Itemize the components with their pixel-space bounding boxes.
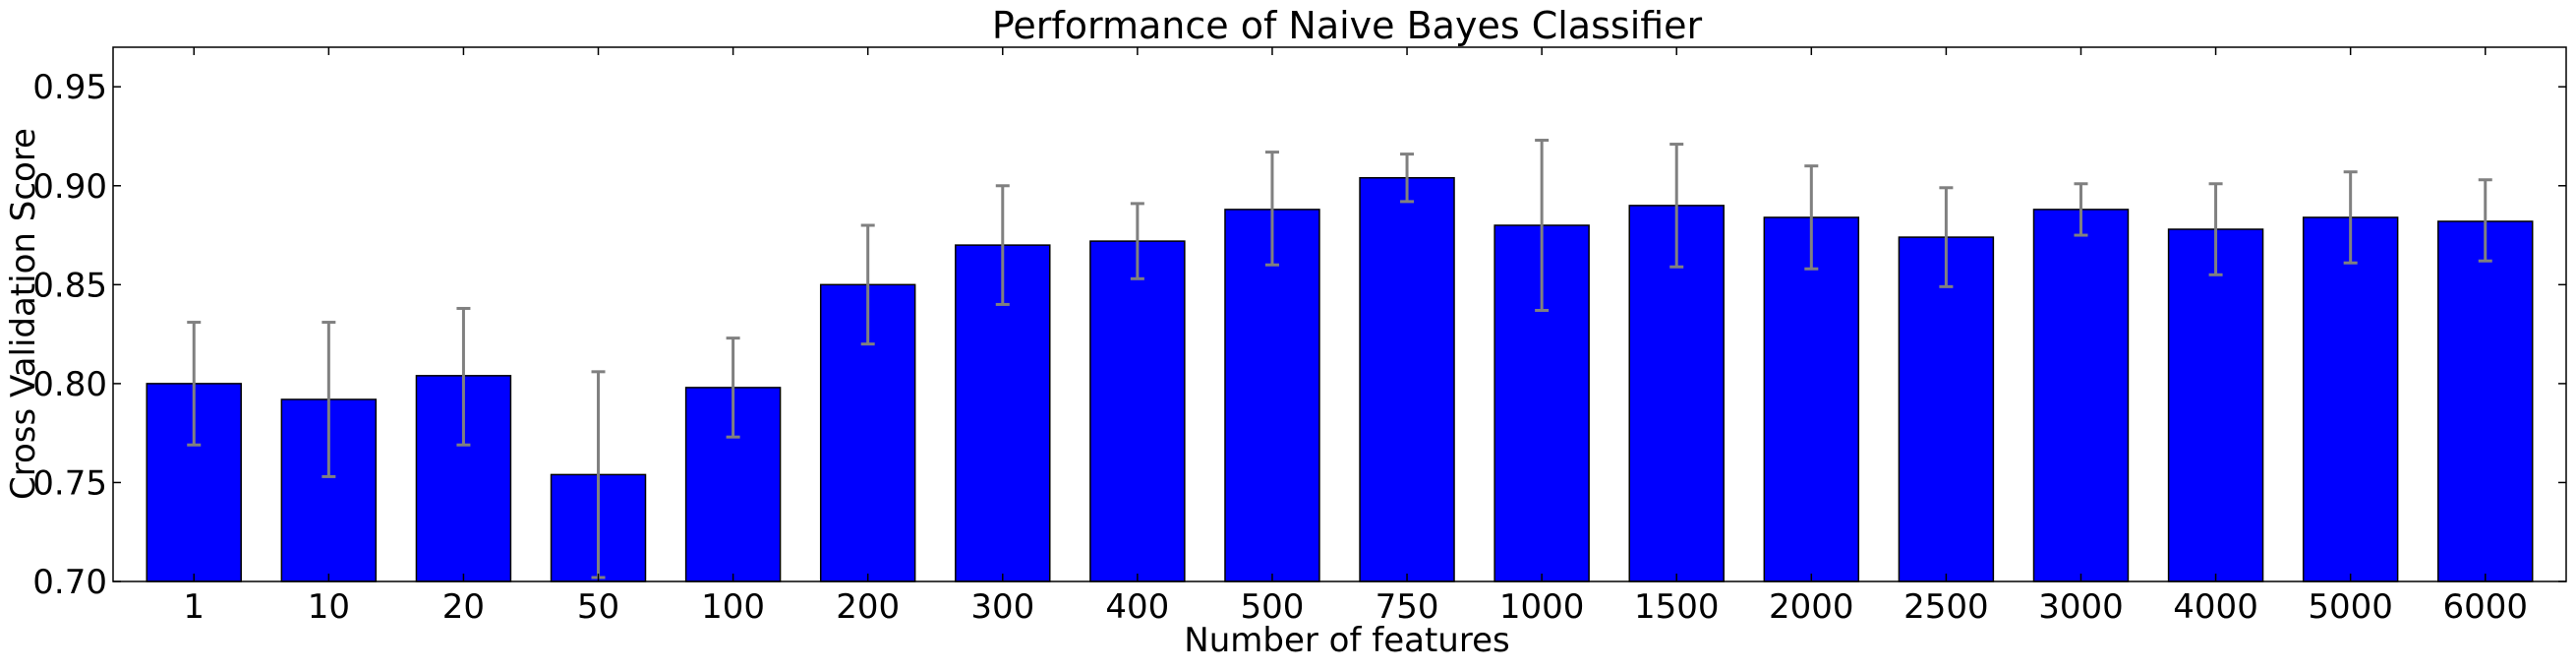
bar-750 — [1359, 176, 1455, 582]
y-tick-label: 0.80 — [32, 365, 107, 404]
chart-title: Performance of Naive Bayes Classifier — [992, 4, 1703, 47]
error-bars-layer — [187, 139, 2492, 580]
error-bar-5000 — [2343, 170, 2358, 265]
x-tick-label: 1 — [183, 587, 205, 627]
error-bar-6000 — [2478, 178, 2492, 263]
error-bar-750 — [1400, 152, 1415, 204]
x-tick-label: 4000 — [2173, 587, 2258, 627]
y-tick-label: 0.95 — [32, 68, 107, 107]
x-tick-label: 100 — [701, 587, 765, 627]
error-bar-1000 — [1535, 139, 1550, 312]
x-tick-label: 50 — [577, 587, 619, 627]
x-tick-label: 3000 — [2038, 587, 2124, 627]
error-bar-2000 — [1804, 164, 1819, 271]
x-tick-label: 300 — [970, 587, 1034, 627]
error-bar-300 — [995, 184, 1010, 306]
error-bar-200 — [860, 223, 875, 346]
x-tick-label: 1500 — [1634, 587, 1720, 627]
bar-500 — [1224, 209, 1320, 582]
y-axis: 0.70 0.75 0.80 0.85 0.90 0.95 — [32, 68, 2566, 602]
error-bar-100 — [726, 336, 740, 439]
error-bar-20 — [456, 306, 471, 447]
bar-3000 — [2032, 209, 2130, 582]
error-bar-500 — [1264, 151, 1279, 267]
x-tick-label: 500 — [1241, 587, 1305, 627]
y-tick-label: 0.90 — [32, 167, 107, 207]
error-bar-4000 — [2208, 182, 2223, 276]
x-axis: 1 10 20 50 100 200 300 400 500 750 1000 1500 2000 250… — [183, 47, 2528, 627]
x-tick-label: 5000 — [2308, 587, 2393, 627]
x-tick-label: 20 — [442, 587, 485, 627]
y-axis-label: Cross Validation Score — [4, 128, 43, 500]
bars-layer — [146, 176, 2534, 582]
x-tick-label: 2000 — [1769, 587, 1854, 627]
x-tick-label: 2500 — [1903, 587, 1989, 627]
error-bar-2500 — [1939, 186, 1954, 288]
y-tick-label: 0.75 — [32, 463, 107, 503]
error-bar-10 — [322, 321, 336, 478]
bar-2500 — [1898, 236, 1995, 582]
x-tick-label: 6000 — [2442, 587, 2528, 627]
bar-5000 — [2302, 216, 2399, 582]
error-bar-1500 — [1669, 143, 1684, 269]
x-tick-label: 400 — [1105, 587, 1169, 627]
x-tick-label: 1000 — [1499, 587, 1585, 627]
bar-400 — [1089, 240, 1186, 582]
y-tick-label: 0.70 — [32, 563, 107, 602]
error-bar-400 — [1130, 202, 1144, 280]
error-bar-3000 — [2074, 182, 2088, 237]
x-tick-label: 750 — [1376, 587, 1439, 627]
x-tick-label: 10 — [308, 587, 350, 627]
y-tick-label: 0.85 — [32, 266, 107, 305]
x-tick-label: 200 — [836, 587, 900, 627]
bar-6000 — [2437, 220, 2534, 582]
plot-area-frame — [112, 46, 2567, 582]
x-axis-label: Number of features — [1184, 621, 1509, 660]
error-bar-1 — [187, 321, 202, 447]
bar-4000 — [2167, 228, 2264, 582]
bar-2000 — [1763, 216, 1860, 582]
